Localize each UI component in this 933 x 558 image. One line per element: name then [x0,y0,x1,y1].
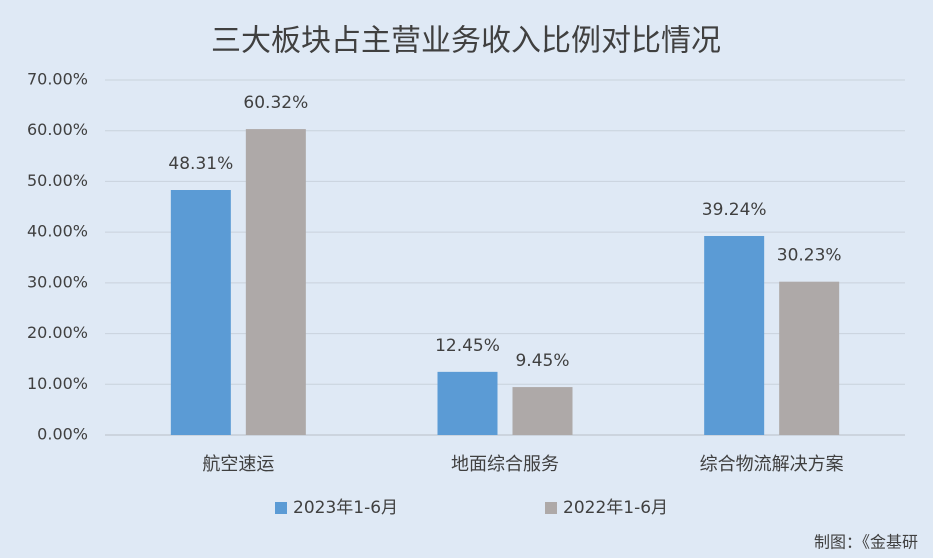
data-label: 60.32% [243,93,308,113]
bar [245,129,306,435]
bar [170,189,231,435]
y-tick-label: 20.00% [27,323,88,342]
legend-label: 2022年1-6月 [563,498,668,518]
chart-title: 三大板块占主营业务收入比例对比情况 [211,24,721,59]
bar [779,281,840,435]
y-tick-label: 0.00% [37,425,88,444]
x-tick-label: 综合物流解决方案 [700,454,844,475]
x-tick-label: 地面综合服务 [451,454,559,475]
data-label: 9.45% [515,351,569,371]
data-label: 48.31% [168,154,233,174]
legend-swatch [275,502,287,514]
y-tick-label: 10.00% [27,374,88,393]
data-label: 39.24% [702,200,767,220]
y-tick-label: 60.00% [27,120,88,139]
bar [704,235,765,435]
y-tick-label: 30.00% [27,272,88,291]
y-tick-label: 50.00% [27,171,88,190]
data-label: 30.23% [777,246,842,266]
bar [437,371,498,435]
y-tick-label: 70.00% [27,70,88,89]
bar [512,387,573,435]
y-tick-label: 40.00% [27,222,88,241]
legend-swatch [545,502,557,514]
source-note: 制图：《金基研 [814,533,918,552]
x-tick-label: 航空速运 [202,454,274,475]
data-label: 12.45% [435,336,500,356]
legend-label: 2023年1-6月 [293,498,398,518]
